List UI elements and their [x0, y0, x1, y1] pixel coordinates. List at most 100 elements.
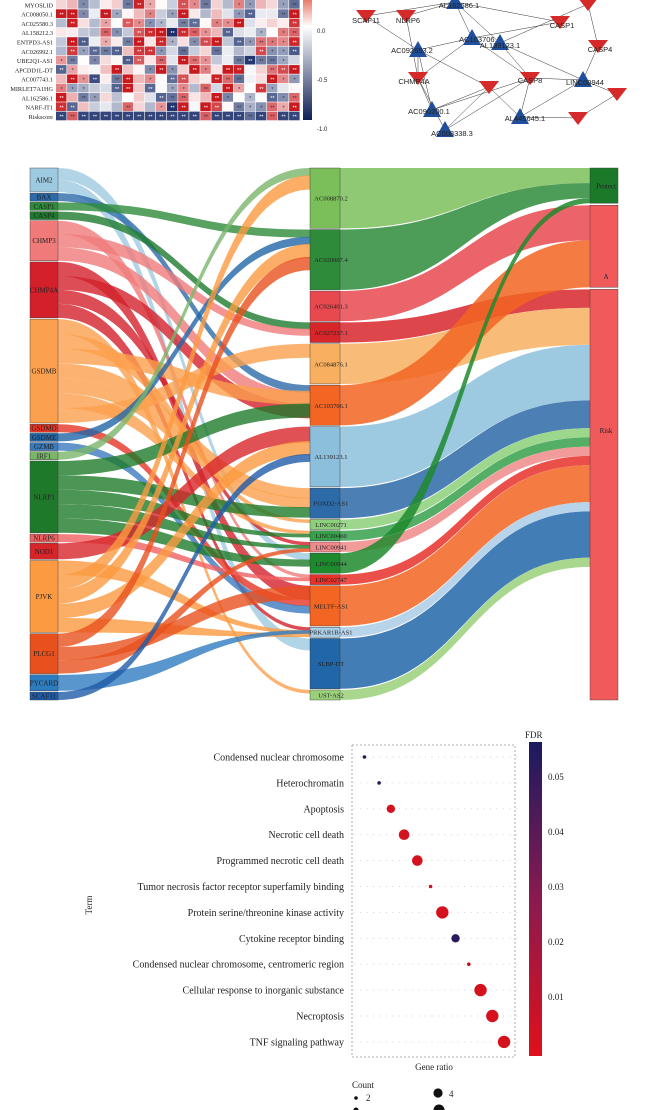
sankey-node-middle — [309, 229, 341, 291]
sankey-node-left — [29, 633, 59, 674]
sankey-flow — [58, 234, 310, 336]
heatmap-cell — [111, 37, 122, 46]
heatmap-cell — [133, 9, 145, 18]
significance-mark: ** — [137, 115, 142, 121]
grid-dot — [392, 911, 394, 913]
grid-dot — [399, 782, 400, 784]
sankey-flow — [58, 363, 310, 499]
grid-dot — [444, 989, 446, 991]
significance-mark: ** — [170, 31, 175, 37]
significance-mark: ** — [193, 22, 198, 28]
grid-dot — [490, 782, 491, 784]
grid-dot — [392, 860, 394, 862]
heatmap-cell — [133, 65, 145, 74]
grid-dot — [496, 834, 498, 836]
grid-dot — [516, 963, 517, 965]
significance-mark: * — [105, 22, 108, 28]
heatmap-cell — [78, 9, 89, 18]
grid-dot — [509, 989, 511, 991]
grid-dot — [412, 834, 413, 836]
heatmap-cell — [233, 83, 245, 93]
grid-dot — [431, 834, 433, 836]
sankey-flow — [58, 193, 310, 394]
significance-mark: * — [116, 31, 119, 37]
heatmap-cell — [67, 93, 78, 102]
grid-dot — [503, 834, 504, 836]
grid-dot — [392, 989, 394, 991]
significance-mark: * — [171, 40, 174, 46]
grid-dot — [477, 1015, 478, 1017]
grid-dot — [412, 963, 413, 965]
grid-dot — [431, 937, 433, 939]
heatmap-cell — [200, 111, 211, 121]
sankey-node-left — [29, 202, 59, 211]
heatmap-cell — [189, 9, 200, 18]
heatmap-cell — [167, 27, 178, 37]
heatmap-row-label: AC007743.1 — [21, 77, 53, 84]
heatmap-cell — [100, 27, 111, 37]
significance-mark: * — [227, 22, 230, 28]
significance-mark: * — [282, 78, 285, 84]
significance-mark: ** — [215, 115, 220, 121]
grid-dot — [464, 1015, 465, 1017]
heatmap-cell — [289, 9, 300, 18]
heatmap-cell — [233, 27, 245, 37]
significance-mark: ** — [170, 78, 175, 84]
significance-mark: ** — [159, 68, 164, 74]
grid-dot — [464, 937, 465, 939]
sankey-node-label: NLRP1 — [33, 493, 55, 501]
grid-dot — [444, 886, 446, 887]
grid-dot — [425, 782, 426, 784]
significance-mark: * — [282, 50, 285, 56]
significance-mark: ** — [170, 115, 175, 121]
sankey-flow — [58, 585, 310, 661]
grid-dot — [496, 911, 498, 913]
sankey-node-middle — [309, 290, 341, 322]
heatmap-cell — [144, 55, 156, 65]
grid-dot — [503, 937, 504, 939]
sankey-node-label: AC020907.4 — [314, 257, 348, 264]
heatmap-cell — [244, 65, 256, 74]
term-label: Protein serine/threonine kinase activity — [188, 908, 344, 919]
heatmap-cell — [278, 102, 289, 111]
grid-dot — [373, 911, 374, 913]
grid-dot — [477, 911, 478, 913]
heatmap-cell — [289, 37, 300, 46]
heatmap-cell — [122, 46, 134, 56]
coexpression-network: AL162586.1 AC103706.1 AC092653.2 AL139123.1… — [352, 0, 627, 138]
grid-dot — [503, 963, 504, 965]
heatmap-cell — [255, 93, 267, 102]
significance-mark: ** — [104, 12, 109, 18]
lncrna-node — [574, 71, 592, 87]
sankey-flow — [340, 437, 590, 541]
significance-mark: * — [249, 96, 252, 102]
significance-mark: * — [205, 68, 208, 74]
sankey-node-label: GZMB — [34, 443, 55, 451]
sankey-flow — [340, 240, 590, 426]
significance-mark: ** — [270, 105, 275, 111]
grid-dot — [412, 782, 413, 784]
grid-dot — [360, 756, 361, 758]
heatmap-cell — [67, 37, 78, 46]
heatmap-cell — [78, 93, 89, 102]
significance-mark: ** — [93, 50, 98, 56]
heatmap-cell — [56, 0, 67, 9]
heatmap-cell — [211, 0, 222, 9]
count-legend-title: Count — [352, 1080, 375, 1090]
heatmap-cell — [244, 55, 256, 65]
grid-dot — [444, 756, 446, 758]
significance-mark: * — [138, 22, 141, 28]
sankey-node-label: IRF1 — [37, 452, 52, 460]
grid-dot — [399, 860, 400, 862]
significance-mark: * — [171, 68, 174, 74]
grid-dot — [464, 989, 465, 991]
heatmap-cell — [289, 55, 300, 65]
significance-mark: * — [149, 12, 152, 18]
heatmap-cell — [89, 111, 100, 121]
network-edge — [519, 77, 531, 118]
significance-mark: ** — [159, 59, 164, 65]
sankey-node-middle — [309, 574, 341, 585]
grid-dot — [451, 1015, 452, 1017]
significance-mark: ** — [115, 50, 120, 56]
grid-dot — [516, 989, 517, 991]
